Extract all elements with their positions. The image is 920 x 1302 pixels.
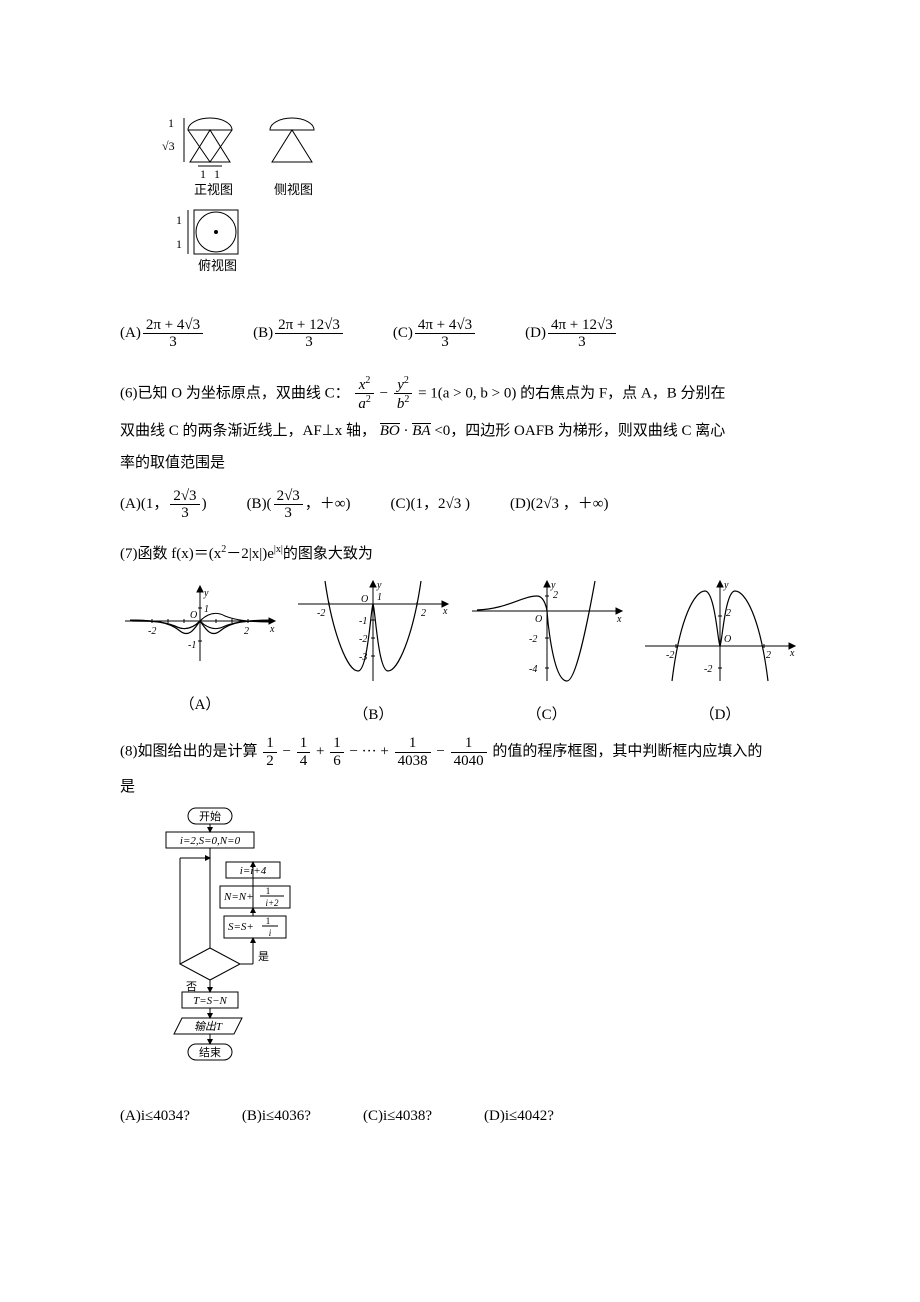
svg-text:-2: -2 (148, 626, 156, 637)
q7-label-b: （B） (293, 701, 453, 730)
q7-label-a: （A） (120, 691, 280, 720)
svg-text:1: 1 (200, 167, 206, 181)
q8-stem-line2: 是 (120, 773, 800, 802)
fc-t: T=S−N (193, 995, 227, 1007)
side-view-label: 侧视图 (274, 182, 313, 197)
fc-step-s: S=S+ (228, 921, 254, 933)
svg-text:-2: -2 (529, 634, 537, 645)
svg-text:O: O (724, 634, 731, 645)
q8-options: (A)i≤4034? (B)i≤4036? (C)i≤4038? (D)i≤40… (120, 1102, 800, 1131)
q7-stem: (7)函数 f(x)＝(x2－2|x|)e|x|的图象大致为 (120, 540, 800, 569)
q6-stem-line1: (6)已知 O 为坐标原点，双曲线 C： x2a2 − y2b2 = 1(a >… (120, 375, 800, 413)
svg-text:1: 1 (168, 116, 174, 130)
q5-option-b: (B) 2π + 12√33 (253, 317, 345, 351)
svg-text:1: 1 (204, 604, 209, 615)
q7-label-c: （C） (467, 701, 627, 730)
svg-text:-1: -1 (359, 616, 367, 627)
top-view-label: 俯视图 (198, 258, 237, 273)
svg-text:x: x (616, 614, 622, 625)
fc-yes: 是 (258, 950, 269, 963)
svg-text:y: y (203, 588, 209, 599)
q7-graphs-row: yx O 1 -22 -1 （A） yx O1 (120, 576, 800, 729)
q8-stem-line1: (8)如图给出的是计算 12 − 14 + 16 − ··· + 14038 −… (120, 735, 800, 769)
svg-text:2: 2 (421, 608, 426, 619)
svg-text:1: 1 (266, 916, 271, 926)
svg-text:O: O (535, 614, 542, 625)
q6-stem-line3: 率的取值范围是 (120, 449, 800, 478)
q5-options: (A) 2π + 4√33 (B) 2π + 12√33 (C) 4π + 4√… (120, 317, 800, 351)
three-view-svg: 1 √3 1 1 正视图 侧视图 1 1 俯视图 (150, 110, 340, 300)
svg-text:1: 1 (377, 592, 382, 603)
q6-option-b: (B)( 2√33 ，＋∞) (247, 488, 351, 522)
front-view-label: 正视图 (194, 182, 233, 197)
q7-graph-a: y x O 1 -2 2 -1 （A） (120, 576, 280, 729)
q8-option-b: (B)i≤4036? (242, 1102, 311, 1131)
svg-text:x: x (269, 624, 275, 635)
svg-text:2: 2 (553, 590, 558, 601)
fc-step-i: i=i+4 (240, 865, 267, 877)
svg-text:-2: -2 (666, 650, 674, 661)
q6-option-c: (C)(1，2√3 ) (391, 488, 470, 522)
q6-option-d: (D)(2√3 ，＋∞) (510, 488, 609, 522)
fc-no: 否 (186, 981, 197, 993)
q6-option-a: (A)(1， 2√33 ) (120, 488, 207, 522)
svg-text:x: x (442, 606, 448, 617)
svg-text:O: O (190, 610, 197, 621)
fc-init: i=2,S=0,N=0 (180, 835, 241, 847)
q6-options: (A)(1， 2√33 ) (B)( 2√33 ，＋∞) (C)(1，2√3 )… (120, 488, 800, 522)
svg-text:y: y (376, 580, 382, 591)
q8-option-c: (C)i≤4038? (363, 1102, 432, 1131)
q5-option-a: (A) 2π + 4√33 (120, 317, 205, 351)
q8-option-a: (A)i≤4034? (120, 1102, 190, 1131)
svg-text:2: 2 (766, 650, 771, 661)
fc-output: 输出T (194, 1020, 223, 1033)
svg-text:1: 1 (214, 167, 220, 181)
q7-label-d: （D） (640, 701, 800, 730)
svg-text:-2: -2 (317, 608, 325, 619)
svg-text:-2: -2 (704, 664, 712, 675)
q6-stem-line2: 双曲线 C 的两条渐近线上，AF⊥x 轴， BO · BA <0，四边形 OAF… (120, 417, 800, 446)
svg-text:O: O (361, 594, 368, 605)
q5-option-c: (C) 4π + 4√33 (393, 317, 477, 351)
svg-text:-1: -1 (188, 640, 196, 651)
svg-text:1: 1 (176, 213, 182, 227)
fc-end: 结束 (199, 1046, 221, 1059)
svg-text:√3: √3 (162, 139, 175, 153)
svg-text:2: 2 (244, 626, 249, 637)
fc-start: 开始 (199, 809, 221, 823)
svg-text:x: x (789, 648, 795, 659)
q5-three-view-figure: 1 √3 1 1 正视图 侧视图 1 1 俯视图 (150, 110, 800, 311)
q7-graph-b: y x O1 -2 2 -1 -2 -3 （B） (293, 576, 453, 729)
q7-graph-c: yx O 2 -2-4 （C） (467, 576, 627, 729)
svg-text:y: y (723, 580, 729, 591)
q7-graph-d: y x O 2 -2 2 -2 （D） (640, 576, 800, 729)
svg-text:-3: -3 (359, 652, 367, 663)
q8-option-d: (D)i≤4042? (484, 1102, 554, 1131)
svg-text:-2: -2 (359, 634, 367, 645)
svg-text:i: i (269, 928, 272, 938)
svg-text:i+2: i+2 (265, 898, 279, 908)
svg-text:1: 1 (176, 237, 182, 251)
svg-text:-4: -4 (529, 664, 537, 675)
svg-text:2: 2 (726, 608, 731, 619)
q5-option-d: (D) 4π + 12√33 (525, 317, 618, 351)
vector-bo: BO (380, 423, 400, 439)
q8-flowchart: 开始 i=2,S=0,N=0 i=i+4 N=N+ 1 i+2 S=S+ 1 i… (140, 806, 800, 1097)
vector-ba: BA (412, 423, 430, 439)
fc-step-n: N=N+ (223, 891, 254, 903)
svg-text:1: 1 (266, 886, 271, 896)
